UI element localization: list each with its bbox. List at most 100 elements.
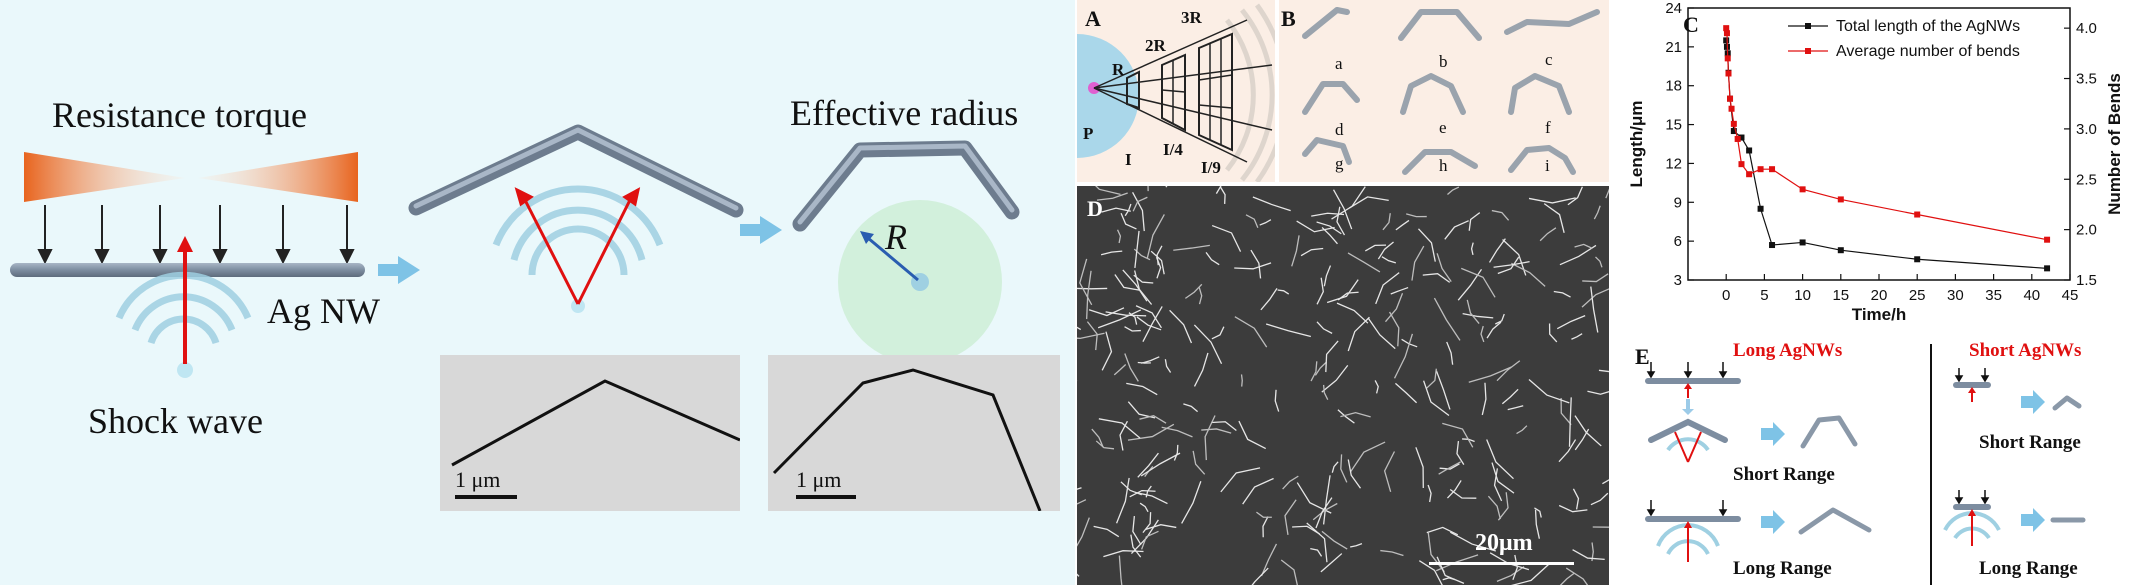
shape-label-e: e <box>1439 118 1447 137</box>
sem-nanowire <box>1260 543 1278 577</box>
sem-nanowire <box>1142 306 1163 343</box>
sem-nanowire <box>1605 188 1609 199</box>
sem-nanowire <box>1388 311 1400 347</box>
sem-nanowire <box>1496 360 1521 382</box>
sem-nanowire <box>1486 321 1502 339</box>
sem-nanowire <box>1590 286 1599 333</box>
sem-nanowire <box>1511 262 1546 287</box>
sem-nanowire <box>1581 288 1609 308</box>
sem-nanowire <box>1447 186 1460 196</box>
sem-nanowire <box>1367 317 1396 350</box>
sem-nanowire <box>1238 420 1267 450</box>
sem-nanowire <box>1425 368 1437 390</box>
sem-nanowire <box>1331 461 1339 473</box>
sem-nanowire <box>1088 307 1125 317</box>
sem-nanowire <box>1124 203 1132 217</box>
data-point-2 <box>1725 70 1732 77</box>
sem-nanowire <box>1572 549 1605 561</box>
sem-scale-bar <box>1429 562 1574 565</box>
sem-nanowire <box>1347 459 1362 489</box>
sem-nanowire <box>1558 504 1588 513</box>
data-point-2 <box>1769 166 1776 173</box>
sem-nanowire <box>1426 526 1459 536</box>
scale-bar-label-2: 1 μm <box>796 467 842 492</box>
label-2r: 2R <box>1145 36 1166 55</box>
data-point-1 <box>1799 239 1806 246</box>
sem-nanowire <box>1173 244 1210 251</box>
x-tick-label: 0 <box>1722 287 1730 304</box>
sem-nanowire <box>1491 462 1515 494</box>
sem-nanowire <box>1433 297 1461 341</box>
flow-arrow-1 <box>378 256 420 284</box>
sem-nanowire <box>1337 409 1355 424</box>
sem-nanowire <box>1556 315 1586 330</box>
panel-b: B a b c d e f g h i <box>1279 0 1609 182</box>
x-tick-label: 40 <box>2023 287 2040 304</box>
torque-wedge-right <box>198 152 358 202</box>
sem-nanowire <box>1265 323 1311 338</box>
sem-nanowire <box>1098 418 1141 439</box>
sem-nanowire <box>1422 273 1451 283</box>
short-long-range-label: Long Range <box>1979 558 2078 579</box>
sem-nanowire <box>1135 491 1168 505</box>
panel-e: E Long AgNWs Short AgNWs Short Range Lon… <box>1633 340 2132 585</box>
bent-wire-shapes <box>1302 7 1600 175</box>
sem-nanowire <box>1568 397 1572 447</box>
x-tick-label: 35 <box>1985 287 2002 304</box>
sem-nanowire <box>1126 382 1158 396</box>
sem-nanowire <box>1502 239 1527 276</box>
data-point-2 <box>1799 186 1806 193</box>
sem-nanowire <box>1211 421 1237 432</box>
left-schematic-drawing <box>10 124 1020 378</box>
sem-nanowire <box>1101 331 1113 371</box>
sem-nanowire <box>1140 530 1159 550</box>
sem-nanowire <box>1332 189 1353 230</box>
data-point-1 <box>2044 265 2051 272</box>
sem-nanowire <box>1240 374 1243 387</box>
sem-nanowire <box>1321 364 1349 393</box>
sem-nanowire <box>1382 213 1391 231</box>
sem-nanowire <box>1567 186 1583 206</box>
sem-nanowire <box>1383 451 1396 492</box>
sem-nanowire <box>1461 267 1496 298</box>
panel-e-letter: E <box>1635 344 1650 369</box>
sem-nanowire <box>1512 554 1518 581</box>
sem-nanowire <box>1316 321 1333 334</box>
sem-nanowire <box>1571 333 1583 340</box>
panel-a-letter: A <box>1085 6 1101 31</box>
y2-tick-label: 4.0 <box>2076 20 2097 37</box>
panel-c-letter: C <box>1683 12 1699 37</box>
data-point-2 <box>2044 236 2051 243</box>
sem-nanowire <box>1097 309 1142 329</box>
chart-background <box>1612 0 2132 338</box>
data-point-2 <box>1914 211 1921 218</box>
sem-nanowire <box>1211 224 1242 252</box>
sem-nanowire <box>1347 252 1381 273</box>
y2-tick-label: 2.5 <box>2076 171 2097 188</box>
sem-nanowire <box>1486 439 1514 480</box>
x-tick-label: 30 <box>1947 287 1964 304</box>
sem-nanowire <box>1442 422 1474 448</box>
sem-nanowire <box>1114 274 1140 291</box>
sem-nanowire <box>1181 481 1202 524</box>
label-i4: I/4 <box>1163 140 1183 159</box>
y-tick-label: 12 <box>1665 155 1682 172</box>
sem-nanowire <box>1350 441 1386 472</box>
sem-nanowire <box>1381 256 1397 264</box>
sem-nanowire <box>1534 507 1542 518</box>
sem-nanowire <box>1592 526 1609 528</box>
shape-label-a: a <box>1335 54 1343 73</box>
sem-nanowire <box>1193 352 1209 387</box>
resistance-torque-label: Resistance torque <box>52 95 307 135</box>
sem-nanowire <box>1598 369 1609 373</box>
sem-nanowire <box>1468 366 1512 383</box>
sem-nanowire <box>1115 477 1130 524</box>
sem-nanowire <box>1446 341 1454 365</box>
legend-label-1: Total length of the AgNWs <box>1836 18 2020 35</box>
sem-nanowire <box>1336 206 1346 236</box>
sem-nanowire <box>1139 502 1149 513</box>
y-tick-label: 9 <box>1674 194 1682 211</box>
torque-wedge-left <box>24 152 185 202</box>
sem-nanowire <box>1559 572 1575 585</box>
ag-nw-label: Ag NW <box>267 291 380 331</box>
